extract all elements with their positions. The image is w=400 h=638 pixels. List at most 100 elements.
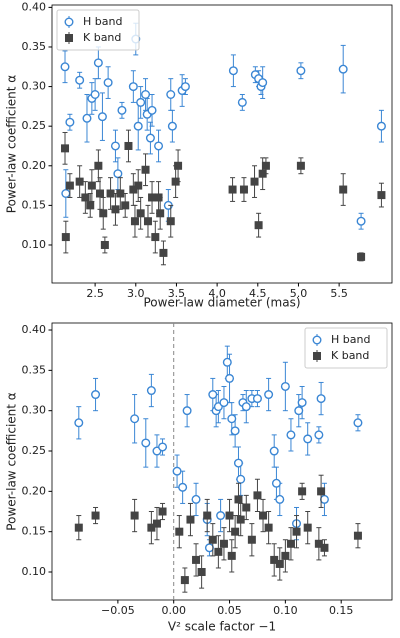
marker-circle: [297, 398, 307, 408]
marker-circle: [303, 434, 313, 444]
marker-circle: [316, 394, 326, 404]
marker-circle: [264, 390, 274, 400]
marker-square: [286, 539, 295, 548]
marker-square: [152, 519, 161, 528]
marker-circle: [191, 494, 201, 504]
marker-circle: [133, 121, 143, 131]
marker-square: [175, 527, 184, 536]
marker-circle: [97, 112, 107, 122]
marker-circle: [147, 105, 157, 115]
marker-circle: [280, 381, 290, 391]
x-tick-label: 0.00: [161, 604, 186, 617]
legend-label: H band: [331, 333, 370, 346]
marker-circle: [216, 511, 226, 521]
marker-square: [151, 233, 160, 242]
x-tick-label: 5.0: [290, 287, 308, 300]
marker-circle: [130, 414, 140, 424]
marker-square: [61, 144, 70, 153]
marker-square: [259, 511, 268, 520]
marker-square: [314, 539, 323, 548]
x-tick-label: 5.5: [330, 287, 348, 300]
y-tick-label: 0.30: [22, 404, 47, 417]
marker-square: [242, 503, 251, 512]
y-axis-label: Power-law coefficient α: [5, 75, 19, 214]
marker-square: [298, 487, 307, 496]
marker-circle: [271, 478, 281, 488]
marker-square: [75, 177, 84, 186]
marker-square: [130, 511, 139, 520]
marker-square: [61, 233, 70, 242]
legend-marker: [312, 335, 322, 345]
marker-circle: [208, 390, 218, 400]
marker-square: [106, 189, 115, 198]
marker-square: [292, 527, 301, 536]
y-tick-label: 0.15: [22, 198, 47, 211]
marker-square: [192, 555, 201, 564]
marker-square: [253, 491, 262, 500]
marker-circle: [269, 446, 279, 456]
marker-circle: [252, 394, 262, 404]
marker-square: [339, 185, 348, 194]
marker-square: [134, 181, 143, 190]
marker-square: [147, 523, 156, 532]
marker-square: [91, 511, 100, 520]
y-tick-label: 0.35: [22, 363, 47, 376]
marker-circle: [353, 418, 363, 428]
marker-square: [116, 189, 125, 198]
marker-circle: [103, 78, 113, 88]
marker-square: [74, 523, 83, 532]
marker-square: [239, 185, 248, 194]
marker-circle: [228, 66, 238, 76]
y-tick-label: 0.40: [22, 323, 47, 336]
marker-circle: [178, 482, 188, 492]
marker-square: [159, 248, 168, 257]
marker-circle: [141, 89, 151, 99]
marker-square: [174, 161, 183, 170]
marker-circle: [230, 426, 240, 436]
marker-circle: [204, 543, 214, 553]
marker-square: [203, 511, 212, 520]
marker-square: [208, 535, 217, 544]
marker-square: [158, 507, 167, 516]
marker-circle: [182, 406, 192, 416]
marker-circle: [219, 398, 229, 408]
x-tick-label: 0.15: [329, 604, 354, 617]
marker-circle: [91, 390, 101, 400]
marker-square: [136, 209, 145, 218]
marker-square: [81, 193, 90, 202]
y-tick-label: 0.15: [22, 525, 47, 538]
x-tick-label: 4.5: [249, 287, 267, 300]
marker-circle: [145, 133, 155, 143]
marker-circle: [60, 62, 70, 72]
marker-square: [296, 161, 305, 170]
marker-square: [99, 209, 108, 218]
x-tick-label: 4.0: [208, 287, 226, 300]
marker-circle: [167, 121, 177, 131]
marker-square: [377, 191, 386, 200]
marker-square: [148, 193, 157, 202]
marker-circle: [113, 169, 123, 179]
marker-circle: [294, 406, 304, 416]
x-tick-label: 0.05: [217, 604, 242, 617]
marker-square: [219, 539, 228, 548]
x-axis-label: Power-law diameter (mas): [143, 296, 300, 310]
marker-square: [87, 181, 96, 190]
marker-square: [180, 576, 189, 585]
y-tick-label: 0.25: [22, 119, 47, 132]
y-tick-label: 0.10: [22, 565, 47, 578]
marker-square: [270, 555, 279, 564]
marker-square: [86, 201, 95, 210]
legend-box: [56, 9, 140, 51]
marker-circle: [90, 89, 100, 99]
marker-square: [254, 221, 263, 230]
marker-square: [95, 189, 104, 198]
marker-circle: [146, 386, 156, 396]
marker-square: [227, 551, 236, 560]
legend-marker: [313, 352, 321, 360]
marker-square: [124, 141, 133, 150]
x-tick-label: 3.0: [127, 287, 145, 300]
marker-circle: [158, 442, 168, 452]
marker-circle: [141, 438, 151, 448]
marker-square: [65, 181, 74, 190]
